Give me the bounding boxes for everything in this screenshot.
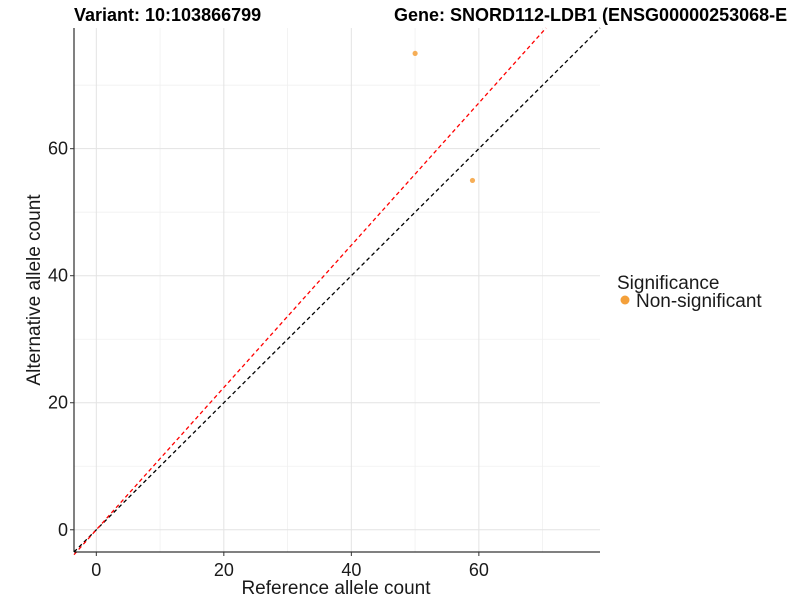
x-tick-label: 20	[214, 560, 234, 580]
chart-title-gene: Gene: SNORD112-LDB1 (ENSG00000253068-E	[394, 5, 787, 25]
x-tick-label: 60	[469, 560, 489, 580]
y-tick-label: 40	[48, 266, 68, 286]
y-axis-ticks: 0 20 40 60	[48, 139, 74, 540]
data-points	[412, 50, 476, 184]
legend: Significance Non-significant	[617, 273, 762, 312]
reference-line-identity	[73, 27, 601, 553]
chart-title-variant: Variant: 10:103866799	[74, 5, 261, 25]
x-tick-label: 40	[341, 560, 361, 580]
axes	[73, 28, 600, 553]
y-tick-label: 20	[48, 393, 68, 413]
legend-key-non-significant	[620, 295, 630, 305]
x-tick-label: 0	[91, 560, 101, 580]
legend-label-non-significant: Non-significant	[636, 291, 762, 312]
legend-title: Significance	[617, 273, 719, 294]
reference-line-fitted	[73, 27, 547, 556]
x-axis-ticks: 0 20 40 60	[91, 552, 489, 580]
y-axis-title: Alternative allele count	[24, 194, 45, 386]
x-axis-title: Reference allele count	[241, 578, 431, 599]
grid-minor	[74, 28, 600, 552]
grid-major	[74, 28, 600, 552]
reference-lines	[73, 27, 601, 556]
y-tick-label: 60	[48, 139, 68, 159]
y-tick-label: 0	[58, 520, 68, 540]
data-point-2	[469, 177, 476, 184]
data-point-1	[412, 50, 418, 57]
